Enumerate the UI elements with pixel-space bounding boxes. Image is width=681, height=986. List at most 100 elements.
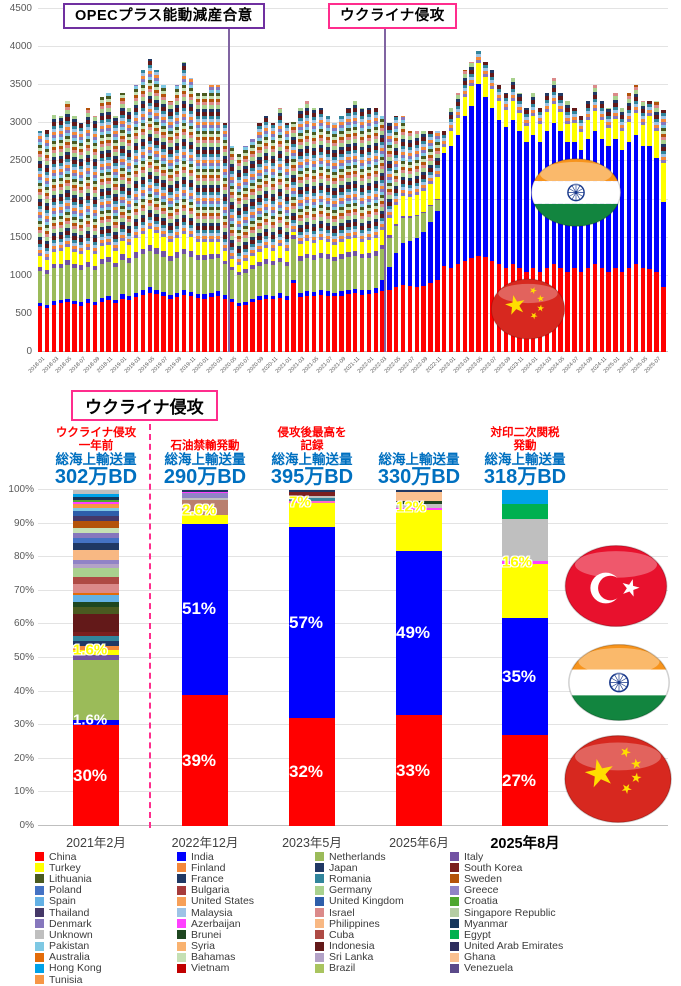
monthly-bar [332, 9, 337, 352]
segment-netherlands [387, 237, 392, 267]
segment-italy [209, 254, 214, 260]
segment-china [647, 269, 652, 352]
y-axis-tick: 20% [13, 752, 34, 764]
segment-india [257, 296, 262, 301]
segment-italy [400, 215, 406, 218]
legend-swatch [35, 952, 44, 962]
segment-italy [257, 262, 262, 266]
percent-label: 32% [289, 762, 324, 782]
bar-header: 総海上輸送量 330万BD [349, 420, 489, 488]
gridline [38, 825, 668, 826]
segment-others [147, 58, 152, 229]
monthly-bar [140, 9, 146, 352]
segment-others [517, 92, 522, 114]
legend-label: Cuba [329, 928, 355, 941]
segment-others [202, 92, 207, 243]
segment-turkey [380, 230, 385, 246]
segment-netherlands [332, 261, 337, 293]
legend-column: China Turkey Lithuania Poland Spain Thailand D… [35, 851, 102, 986]
segment-turkey [620, 130, 625, 151]
segment-china [140, 294, 146, 352]
percent-label: 2.6% [182, 501, 217, 519]
segment-pakistan [73, 507, 119, 511]
legend-item: Sweden [450, 873, 563, 885]
segment-china [421, 285, 426, 352]
segment-japan [182, 490, 228, 492]
segment-turkey [277, 246, 283, 258]
segment-china [400, 284, 406, 352]
percent-label: 16% [502, 553, 533, 571]
monthly-bar [366, 9, 372, 352]
segment-netherlands [181, 254, 187, 291]
gridline [38, 623, 668, 625]
segment-turkey [106, 244, 111, 257]
segment-japan [73, 640, 119, 646]
segment-india [113, 300, 118, 304]
bar-header-label: 総海上輸送量 [484, 452, 566, 467]
segment-finland [73, 645, 119, 650]
segment-netherlands [99, 264, 105, 298]
segment-turkey [209, 242, 214, 255]
segment-india [182, 523, 228, 695]
monthly-bar [99, 9, 105, 352]
segment-netherlands [325, 259, 330, 292]
segment-turkey [544, 111, 550, 131]
segment-china [311, 296, 317, 352]
legend-swatch [177, 963, 186, 973]
segment-china [394, 287, 399, 352]
monthly-bar [353, 9, 358, 352]
segment-turkey [647, 115, 652, 146]
y-axis-tick: 1500 [9, 231, 32, 243]
segment-others [359, 108, 365, 242]
x-axis-category: 2023年5月 [282, 836, 342, 850]
segment-italy [291, 235, 296, 239]
legend-item: Romania [315, 873, 404, 885]
legend-label: Croatia [464, 895, 498, 908]
segment-india [202, 294, 207, 299]
bar-header-note: ウクライナ侵攻 一年前 [55, 427, 137, 452]
legend-label: Unknown [49, 928, 93, 941]
segment-india [476, 84, 481, 256]
segment-india [154, 289, 159, 295]
segment-turkey [195, 241, 200, 256]
share-bar: 33% 49% 12% [396, 490, 442, 826]
segment-india [400, 243, 406, 285]
segment-china [455, 264, 461, 352]
segment-turkey [435, 176, 440, 199]
y-axis-tick: 80% [13, 551, 34, 563]
segment-italy [236, 272, 241, 276]
segment-netherlands [161, 256, 166, 292]
segment-china [202, 298, 207, 352]
legend-item: Brunei [177, 929, 254, 941]
segment-india [373, 287, 378, 294]
monthly-bar [654, 9, 659, 352]
segment-turkey [476, 62, 481, 85]
legend-item: Brazil [315, 962, 404, 974]
bar-header-label: 総海上輸送量 [271, 452, 353, 467]
segment-others [537, 108, 543, 125]
turkey-flag-icon [564, 545, 668, 627]
legend-label: Australia [49, 951, 90, 964]
segment-china [476, 255, 481, 352]
y-axis-tick: 500 [15, 307, 32, 319]
segment-turkey [257, 252, 262, 263]
segment-brunei [396, 500, 442, 505]
segment-india [92, 301, 98, 305]
gridline [38, 489, 668, 490]
share-bar: 32% 57% 7% [289, 490, 335, 826]
bar-header-label: 総海上輸送量 [378, 452, 460, 467]
legend-swatch [315, 874, 324, 884]
segment-india [250, 298, 255, 303]
monthly-bar [394, 9, 399, 352]
gridline [38, 791, 668, 793]
segment-turkey [85, 249, 91, 263]
gridline [38, 690, 668, 692]
segment-india [435, 211, 440, 280]
segment-turkey [373, 238, 378, 252]
segment-unknown [396, 504, 442, 508]
y-axis-tick: 30% [13, 719, 34, 731]
legend-swatch [35, 874, 44, 884]
bar-header-note: 石油禁輸発動 [170, 439, 240, 452]
monthly-bar [154, 9, 159, 352]
segment-netherlands [380, 249, 385, 280]
